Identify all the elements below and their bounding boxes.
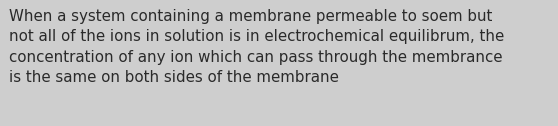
Text: When a system containing a membrane permeable to soem but
not all of the ions in: When a system containing a membrane perm…	[9, 9, 504, 85]
